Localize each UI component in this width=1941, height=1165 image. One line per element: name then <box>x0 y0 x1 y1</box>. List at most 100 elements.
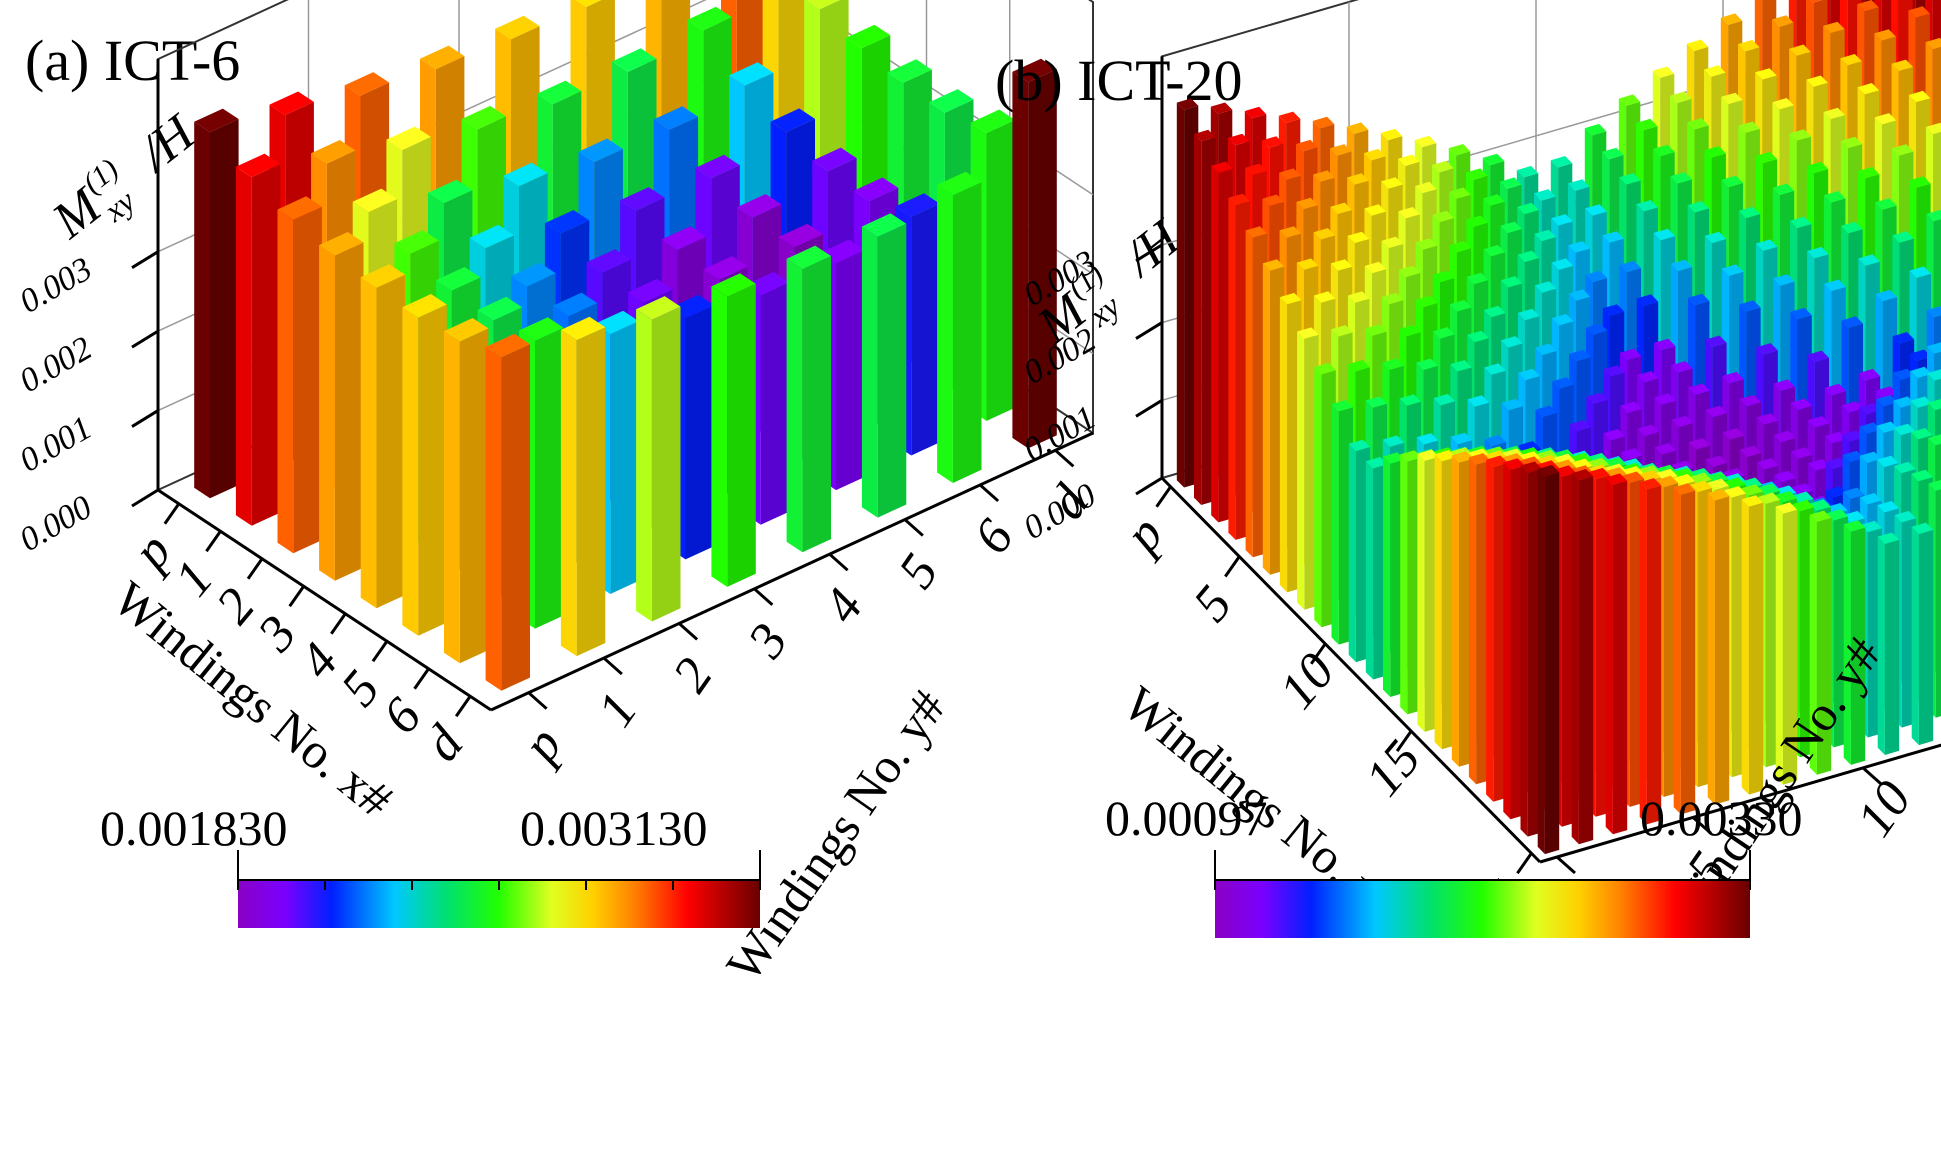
bar-face-top <box>1909 176 1931 188</box>
bar-face-top <box>1741 495 1764 507</box>
bar-face-top <box>1501 398 1523 411</box>
bar-face-top <box>636 296 681 320</box>
bar-face-top <box>1347 291 1370 303</box>
bar-face-top <box>1382 435 1405 447</box>
bar-face-top <box>1449 187 1471 199</box>
bar <box>1673 483 1696 815</box>
bar-face-top <box>1671 415 1693 428</box>
bar-face-front <box>293 206 322 554</box>
bar-face-top <box>1417 449 1439 461</box>
bar-face-top <box>1654 393 1676 405</box>
bar-face-top <box>1637 424 1659 437</box>
bar-face-front <box>501 344 530 691</box>
bar-face-top <box>861 213 907 237</box>
bar-face-side <box>1571 473 1579 845</box>
bar-face-side <box>319 245 335 581</box>
bar-face-front <box>610 321 639 594</box>
bar-face-side <box>1911 526 1919 746</box>
y-tick-label: 3 <box>737 614 799 669</box>
x-tick-label: d <box>414 715 475 772</box>
bar-face-top <box>1569 420 1591 432</box>
bar-face-top <box>1654 443 1677 455</box>
bar-face-top <box>1346 122 1369 134</box>
bar-face-top <box>444 318 489 342</box>
bar <box>277 196 322 554</box>
bar-face-front <box>802 256 831 553</box>
bar-face-top <box>1824 383 1847 396</box>
bar-face-top <box>806 0 840 10</box>
bar-face-top <box>1618 94 1641 106</box>
bar-face-top <box>511 262 556 287</box>
bar-face-top <box>1551 258 1574 270</box>
bar-face-top <box>1517 250 1540 263</box>
bar-face-top <box>1330 202 1352 215</box>
bar-face-top <box>1619 348 1642 361</box>
bar-face-top <box>1908 6 1930 18</box>
bar-face-top <box>1398 207 1420 219</box>
bar-face-side <box>1417 453 1425 732</box>
bar-face-top <box>1758 483 1780 495</box>
bar-face-top <box>1228 133 1250 146</box>
bar-face-top <box>1857 83 1880 95</box>
bar-face-top <box>729 62 774 86</box>
bar-face-top <box>1534 189 1556 201</box>
bar-face-top <box>1739 394 1761 407</box>
bar-face-top <box>1602 304 1625 316</box>
bar-face-top <box>1911 522 1934 535</box>
bar-face-top <box>1534 281 1557 293</box>
bar-face-top <box>687 6 732 31</box>
bar-face-top <box>1755 151 1778 164</box>
bar-face-top <box>1571 469 1594 481</box>
x-tick-mark <box>1309 642 1327 665</box>
bar-face-top <box>1686 39 1709 51</box>
bar-face-top <box>1534 229 1556 242</box>
bar-face-top <box>1823 107 1846 120</box>
bar-face-top <box>770 108 815 133</box>
bar-face-top <box>1705 405 1727 418</box>
bar-face-side <box>1877 536 1885 755</box>
bar-face-top <box>1416 358 1438 370</box>
y-tick-label: 2 <box>662 648 724 702</box>
bar-face-front <box>1544 472 1560 855</box>
bar-face-top <box>1383 452 1405 464</box>
bar-face-top <box>1756 413 1779 425</box>
bar-face-front <box>1816 517 1832 775</box>
bar-face-side <box>1348 443 1356 663</box>
bar-face-top <box>845 24 891 49</box>
bar-face-top <box>1690 472 1712 484</box>
bar-face-top <box>1739 445 1762 458</box>
panel-a-ict-6: (a) ICT-6 M xy (1) /H 0.000 0.001 0.002 0.0… <box>14 0 1101 991</box>
bar-face-top <box>1535 405 1557 417</box>
bar-face-side <box>1639 482 1647 825</box>
bar-face-top <box>1789 129 1812 141</box>
z-tick-mark <box>1135 243 1163 263</box>
bar-face-top <box>519 317 564 341</box>
bar-face-top <box>1789 216 1812 229</box>
bar <box>560 316 606 657</box>
bar-face-front <box>1680 490 1696 815</box>
bar-face-top <box>1330 144 1352 156</box>
z-tick-label: 0.002 <box>14 330 99 400</box>
bar-face-side <box>1673 487 1681 815</box>
bar-face-top <box>1755 239 1778 251</box>
bar-face-side <box>194 121 210 499</box>
bar-face-top <box>1602 147 1624 160</box>
bar-face-top <box>1330 259 1353 271</box>
bar-face-side <box>1314 367 1322 628</box>
bar-face-top <box>1823 191 1846 203</box>
bar-face-top <box>1741 484 1763 496</box>
bar-face-top <box>1450 360 1472 372</box>
bar-face-top <box>1296 197 1318 210</box>
bar-face-top <box>1636 294 1659 306</box>
bar-face-top <box>352 188 398 213</box>
bar-face-top <box>620 187 665 211</box>
bar-face-top <box>1653 228 1676 241</box>
bar-face-top <box>1842 430 1864 442</box>
bar-face-top <box>1484 363 1506 375</box>
panel-a-bars <box>157 0 1094 712</box>
bar <box>1571 469 1594 845</box>
bar-face-top <box>1791 483 1813 495</box>
bar-face-front <box>760 282 790 525</box>
bar-face-top <box>461 105 506 130</box>
bar-face-top <box>1773 379 1795 391</box>
